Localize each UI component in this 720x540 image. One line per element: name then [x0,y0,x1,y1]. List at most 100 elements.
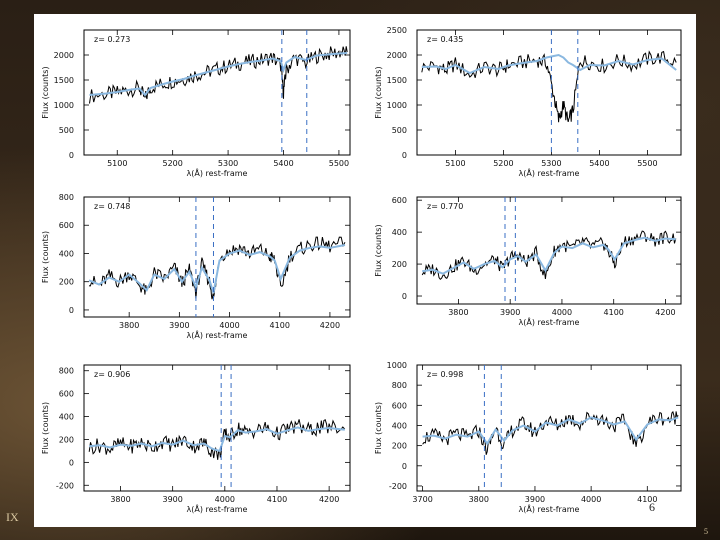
panel-page-number: 6 [649,500,655,514]
y-tick-label: 200 [392,260,407,269]
y-axis-label: Flux (counts) [41,402,50,454]
spectrum-line [421,50,677,123]
y-tick-label: 200 [392,442,407,451]
spectrum-plot-5: 3800 3900 4000 4100 4200 -200 0 200 400 600 800 λ(Å… [41,364,351,514]
x-tick-label: 3900 [162,495,182,504]
x-tick-label: 4000 [219,321,239,330]
y-axis-label: Flux (counts) [374,402,383,454]
spectrum-line [89,46,348,104]
y-tick-label: 1500 [54,76,74,85]
x-tick-label: 4000 [552,308,572,317]
x-tick-label: 3800 [119,321,139,330]
plot-frame [83,29,351,156]
x-tick-label: 5300 [218,159,238,168]
plot-frame [416,364,682,492]
spectrum-plot-6: 3700 3800 3900 4000 4100 -200 0 200 400 600 800 100… [374,361,682,514]
y-tick-label: 2000 [54,51,74,60]
x-tick-label: 4200 [319,495,339,504]
redshift-annotation: z= 0.998 [427,370,463,379]
y-tick-label: 0 [402,292,407,301]
y-tick-label: 200 [59,435,74,444]
x-axis-label: λ(Å) rest-frame [519,316,580,327]
y-tick-label: 600 [392,196,407,205]
y-tick-label: 2000 [387,51,407,60]
x-axis-label: λ(Å) rest-frame [187,329,248,340]
x-tick-label: 4100 [604,308,624,317]
model-line [88,244,346,294]
x-tick-label: 4200 [320,321,340,330]
y-tick-label: 800 [392,381,407,390]
y-tick-label: 600 [59,390,74,399]
y-axis-label: Flux (counts) [374,66,383,118]
x-tick-label: 5100 [445,159,465,168]
model-line [89,426,345,453]
y-tick-label: 500 [392,126,407,135]
model-line [422,236,676,275]
x-tick-label: 3800 [110,495,130,504]
y-tick-label: 600 [392,401,407,410]
y-tick-label: -200 [56,481,74,490]
model-line [422,416,679,446]
spectrum-plot-2: 5100 5200 5300 5400 5500 0 500 1000 1500 2000 2500… [374,26,682,178]
y-tick-label: 1000 [387,101,407,110]
x-tick-label: 3900 [169,321,189,330]
x-axis-label: λ(Å) rest-frame [187,167,248,178]
spectrum-plot-3: 3800 3900 4000 4100 4200 0 200 400 600 800 λ(Å) re… [41,193,351,340]
y-axis-label: Flux (counts) [41,66,50,118]
y-tick-label: 1500 [387,76,407,85]
y-tick-label: 500 [59,126,74,135]
x-tick-label: 3800 [469,495,489,504]
plot-frame [416,196,682,305]
redshift-annotation: z= 0.273 [94,35,130,44]
y-tick-label: 0 [402,462,407,471]
x-tick-label: 5300 [541,159,561,168]
x-tick-label: 3900 [500,308,520,317]
y-tick-label: 400 [392,228,407,237]
x-tick-label: 5400 [273,159,293,168]
y-tick-label: 800 [59,193,74,202]
redshift-annotation: z= 0.906 [94,370,130,379]
slide-number: 5 [704,527,708,536]
x-tick-label: 3900 [525,495,545,504]
spectrum-line [88,236,346,300]
x-tick-label: 4100 [267,495,287,504]
spectrum-plot-4: 3800 3900 4000 4100 4200 0 200 400 600 λ(Å) rest-… [374,196,682,327]
y-tick-label: 400 [59,413,74,422]
y-tick-label: 0 [69,458,74,467]
x-tick-label: 4000 [581,495,601,504]
x-tick-label: 5400 [589,159,609,168]
redshift-annotation: z= 0.435 [427,35,463,44]
x-tick-label: 5500 [329,159,349,168]
plot-frame [83,196,351,318]
spectrum-plot-1: 5100 5200 5300 5400 5500 0 500 1000 1500 2000 λ(Å)… [41,29,351,178]
x-tick-label: 3800 [448,308,468,317]
redshift-annotation: z= 0.748 [94,202,130,211]
y-tick-label: 0 [402,151,407,160]
y-axis-label: Flux (counts) [374,224,383,276]
x-axis-label: λ(Å) rest-frame [519,503,580,514]
model-line [89,52,348,97]
spectrum-line [421,230,677,281]
x-tick-label: 4200 [655,308,675,317]
x-tick-label: 4100 [270,321,290,330]
plot-frame [83,364,351,492]
x-tick-label: 5200 [162,159,182,168]
y-tick-label: 800 [59,367,74,376]
model-line [421,53,677,75]
slide-corner-label: IX [6,510,19,524]
y-tick-label: 1000 [54,101,74,110]
y-axis-label: Flux (counts) [41,231,50,283]
x-tick-label: 4000 [215,495,235,504]
y-tick-label: 0 [69,151,74,160]
x-tick-label: 4100 [637,495,657,504]
y-tick-label: 2500 [387,26,407,35]
figure-panel [34,14,696,527]
x-tick-label: 5200 [493,159,513,168]
y-tick-label: 0 [69,306,74,315]
y-tick-label: 400 [392,421,407,430]
spectrum-line [88,419,346,460]
plot-frame [416,29,682,156]
redshift-annotation: z= 0.770 [427,202,463,211]
x-tick-label: 3700 [412,495,432,504]
